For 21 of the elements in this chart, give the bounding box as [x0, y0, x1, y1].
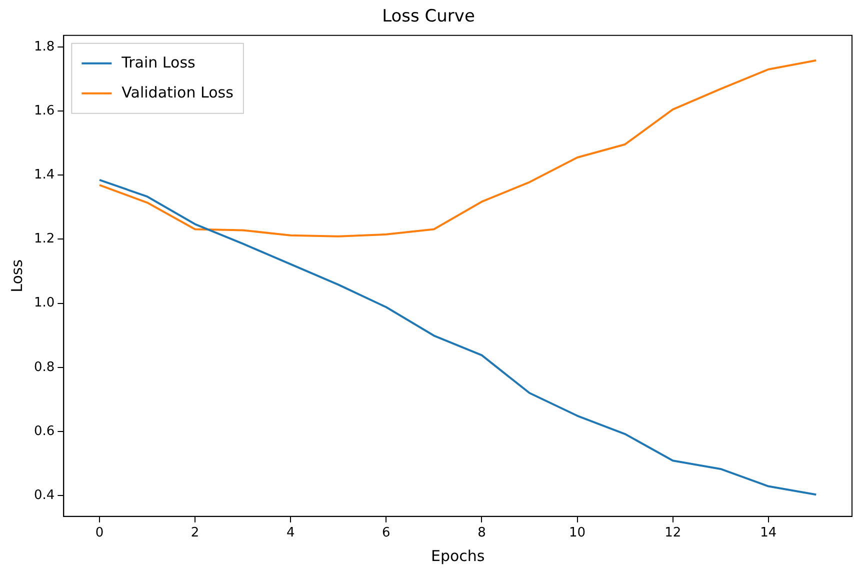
x-tick-label: 6 — [382, 526, 390, 541]
x-tick-label: 14 — [760, 526, 777, 541]
x-tick-label: 2 — [190, 526, 200, 541]
y-tick-label: 0.4 — [34, 488, 55, 503]
x-tick-label: 4 — [286, 526, 295, 541]
y-tick-label: 1.4 — [34, 167, 55, 182]
x-tick-label: 10 — [569, 526, 586, 541]
x-tick-label: 0 — [95, 526, 104, 541]
y-tick-label: 1.6 — [34, 103, 55, 118]
y-tick-label: 0.8 — [34, 360, 55, 375]
y-tick-label: 0.6 — [34, 424, 55, 439]
legend-label: Validation Loss — [122, 83, 234, 102]
x-tick-label: 8 — [478, 526, 486, 541]
y-axis-title: Loss — [8, 259, 26, 292]
x-tick-label: 12 — [664, 526, 682, 541]
y-tick-label: 1.0 — [34, 296, 55, 311]
y-tick-label: 1.8 — [34, 39, 55, 54]
x-axis-title: Epochs — [430, 546, 485, 565]
legend-label: Train Loss — [120, 53, 196, 72]
chart-title: Loss Curve — [382, 6, 475, 27]
y-tick-label: 1.2 — [34, 232, 55, 247]
